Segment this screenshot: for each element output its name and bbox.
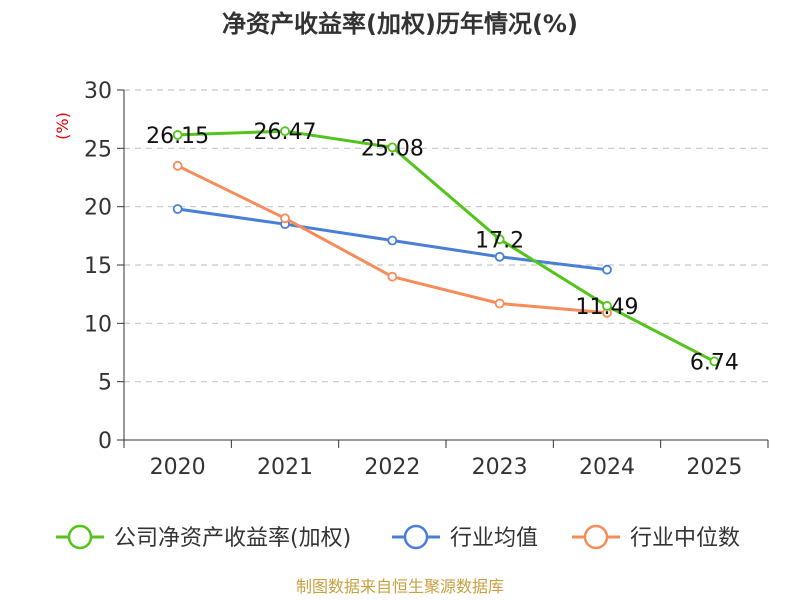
legend-swatch-marker bbox=[403, 524, 429, 550]
legend-swatch-marker bbox=[67, 524, 93, 550]
legend-item-label: 公司净资产收益率(加权) bbox=[114, 526, 351, 551]
y-tick-label: 5 bbox=[98, 371, 112, 396]
data-point bbox=[387, 142, 398, 153]
y-tick-label: 15 bbox=[84, 254, 112, 279]
y-tick-label: 30 bbox=[84, 79, 112, 104]
x-tick-label: 2022 bbox=[364, 455, 420, 480]
data-point bbox=[387, 235, 398, 246]
data-label: 25.08 bbox=[361, 136, 424, 161]
x-tick-label: 2021 bbox=[257, 455, 313, 480]
x-tick-label: 2024 bbox=[579, 455, 635, 480]
data-point bbox=[709, 356, 720, 367]
data-point bbox=[494, 251, 505, 262]
source-note: 制图数据来自恒生聚源数据库 bbox=[296, 577, 504, 596]
data-label: 6.74 bbox=[690, 350, 739, 375]
x-tick-label: 2023 bbox=[472, 455, 528, 480]
data-label: 26.47 bbox=[254, 120, 317, 145]
y-tick-label: 25 bbox=[84, 137, 112, 162]
data-point bbox=[602, 264, 612, 275]
y-tick-label: 20 bbox=[84, 196, 112, 221]
legend-swatch-marker bbox=[583, 524, 609, 550]
series-layer bbox=[172, 126, 720, 367]
data-point bbox=[172, 204, 183, 214]
data-point bbox=[494, 298, 505, 309]
chart-title: 净资产收益率(加权)历年情况(%) bbox=[222, 10, 578, 38]
legend-item-label: 行业均值 bbox=[450, 526, 538, 551]
data-point bbox=[280, 126, 290, 137]
x-tick-label: 2020 bbox=[150, 455, 206, 480]
x-tick-label: 2025 bbox=[686, 455, 742, 480]
y-tick-label: 0 bbox=[98, 429, 112, 454]
data-point bbox=[280, 213, 290, 224]
data-point bbox=[494, 234, 505, 245]
data-point bbox=[602, 301, 612, 311]
gridlines bbox=[124, 89, 768, 383]
data-labels: 26.15 26.47 25.08 17.2 11.49 6.74 bbox=[146, 120, 739, 375]
legend-item-label: 行业中位数 bbox=[630, 526, 740, 551]
data-label: 17.2 bbox=[475, 228, 524, 253]
data-label: 11.49 bbox=[576, 295, 639, 320]
series-line bbox=[177, 129, 715, 363]
data-point bbox=[172, 160, 183, 171]
legend: 公司净资产收益率(加权) 行业均值 行业中位数 bbox=[56, 524, 740, 551]
y-tick-label: 10 bbox=[84, 312, 112, 337]
y-axis-label: (%) bbox=[53, 112, 72, 140]
data-label: 26.15 bbox=[146, 124, 209, 149]
data-point bbox=[172, 130, 183, 140]
data-point bbox=[387, 271, 398, 282]
